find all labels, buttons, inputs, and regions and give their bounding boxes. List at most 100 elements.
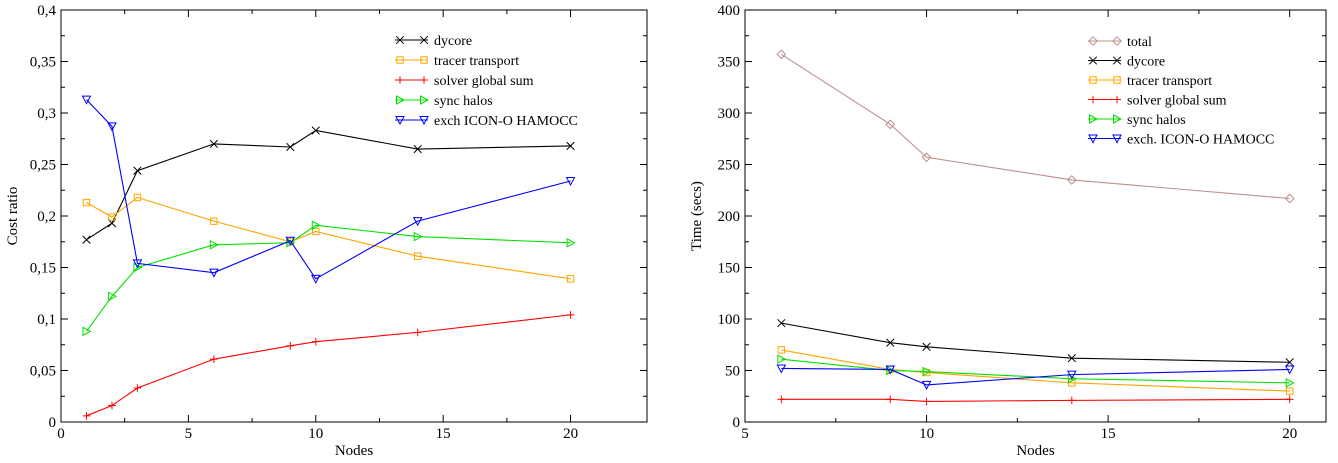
series-line-tracer-transport [781,349,1290,392]
legend-entry-tracer-transport: tracer transport [395,54,519,69]
legend-entry-sync-halos: sync halos [395,94,493,109]
y-tick-label: 0,15 [30,261,56,277]
legend-label: solver global sum [1127,94,1227,109]
series-line-dycore [781,322,1290,363]
data-point-dycore [886,338,895,347]
data-point-exch-icon-o-hamocc [81,95,92,105]
series-line-dycore [86,129,571,241]
data-point-exch-icon-o-hamocc [310,274,321,284]
data-point-exch-icon-o-hamocc [132,259,143,269]
data-point-exch-icon-o-hamocc [1066,370,1077,380]
x-tick-label: 15 [436,426,451,442]
data-point-sync-halos [1285,378,1295,388]
series-exch-icon-o-hamocc [776,364,1295,390]
y-tick-label: 0,25 [30,158,56,174]
data-point-solver-global-sum [108,401,116,410]
data-point-sync-halos [922,366,932,377]
data-point-dycore [286,142,295,152]
series-sync-halos [82,220,576,337]
legend-marker [1088,134,1098,144]
x-axis-label: Nodes [335,443,373,459]
y-tick-label: 50 [725,364,740,380]
legend-marker [1089,95,1097,104]
legend-entry-exch-icon-o-hamocc: exch. ICON-O HAMOCC [1088,133,1274,148]
legend-marker [420,76,428,84]
legend-entry-solver-global-sum: solver global sum [395,74,534,89]
series-total [776,49,1295,204]
legend-entry-solver-global-sum: solver global sum [1088,94,1227,109]
x-tick-label: 5 [741,426,749,442]
data-point-sync-halos [1067,373,1077,384]
data-point-dycore [922,342,931,351]
data-point-tracer-transport [413,252,422,260]
data-point-tracer-transport [133,193,142,202]
data-point-sync-halos [311,220,321,231]
data-point-tracer-transport [1285,387,1294,395]
data-point-solver-global-sum [210,355,218,363]
legend-marker [1113,95,1121,104]
plot-frame [744,9,1327,423]
data-point-exch-icon-o-hamocc [209,268,219,278]
legend-label: total [1127,35,1152,50]
data-point-exch-icon-o-hamocc [285,236,296,246]
data-point-sync-halos [209,240,219,250]
legend-marker [1112,134,1122,144]
legend-entry-dycore: dycore [395,34,472,49]
x-axis-label: Nodes [1016,443,1054,459]
legend-marker [1113,114,1123,124]
legend-marker [1088,36,1098,46]
y-tick-label: 0,1 [37,312,56,328]
data-point-exch-icon-o-hamocc [1284,365,1295,375]
series-tracer-transport [82,193,575,283]
data-point-solver-global-sum [922,397,931,406]
y-tick-label: 400 [718,3,741,19]
data-point-sync-halos [107,291,118,302]
data-point-total [921,152,932,163]
legend-entry-sync-halos: sync halos [1088,113,1186,128]
data-point-tracer-transport [777,346,786,354]
data-point-sync-halos [82,326,92,337]
data-point-solver-global-sum [286,341,295,350]
series-line-total [781,53,1290,200]
series-line-solver-global-sum [781,398,1290,402]
data-point-sync-halos [566,237,576,248]
data-point-dycore [1285,358,1294,367]
legend-label: exch ICON-O HAMOCC [434,114,578,129]
x-tick-label: 10 [919,426,934,442]
plot-frame [60,9,648,423]
data-point-solver-global-sum [413,328,422,337]
legend-marker [1112,36,1122,46]
legend-marker [1089,114,1099,124]
y-tick-label: 0 [49,415,57,431]
legend-label: sync halos [434,94,493,109]
legend-label: dycore [1127,55,1165,70]
y-tick-label: 0 [733,415,741,431]
x-tick-label: 0 [57,426,65,442]
legend-marker [396,95,406,105]
y-tick-label: 250 [718,158,741,174]
data-point-dycore [82,235,91,244]
data-point-solver-global-sum [777,395,786,404]
y-tick-label: 0,4 [37,3,56,19]
x-tick-label: 15 [1101,426,1116,442]
x-tick-label: 5 [185,426,193,442]
data-point-dycore [1067,353,1076,363]
legend-marker [1113,76,1121,84]
data-point-total [776,49,787,60]
data-point-solver-global-sum [1068,396,1076,405]
data-point-exch-icon-o-hamocc [412,217,423,227]
time-chart: 5 10 15 20050100150200250300350400NodesTime… [689,3,1327,459]
data-point-exch-icon-o-hamocc [921,380,932,390]
data-point-tracer-transport [108,213,116,221]
legend-marker [1088,56,1098,65]
data-point-solver-global-sum [133,384,142,392]
data-point-exch-icon-o-hamocc [885,365,896,375]
data-point-dycore [133,166,142,175]
legend-entry-exch-icon-o-hamocc: exch ICON-O HAMOCC [395,114,578,129]
legend-label: dycore [434,34,472,49]
series-line-sync-halos [86,224,571,332]
legend-label: solver global sum [434,74,534,89]
data-point-sync-halos [133,262,143,273]
y-tick-label: 0,35 [30,55,56,71]
